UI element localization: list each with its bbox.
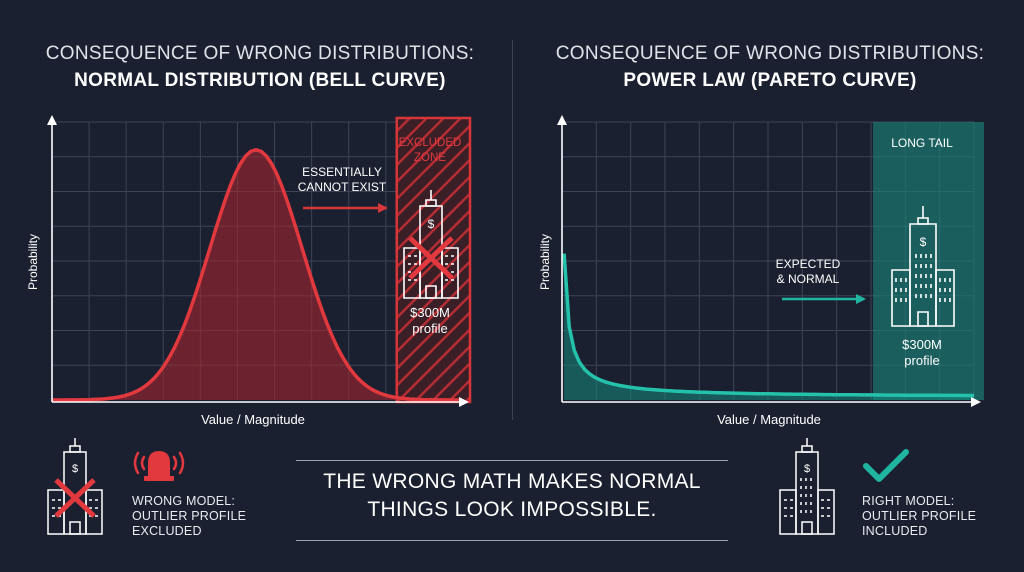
right-annotation-line1: EXPECTED	[776, 257, 841, 271]
wrong-model-line3: EXCLUDED	[132, 524, 202, 538]
building-crossed-icon: $	[47, 438, 103, 535]
panel-divider	[512, 40, 513, 420]
right-model-line1: RIGHT MODEL:	[862, 494, 955, 508]
left-annotation-line2: CANNOT EXIST	[298, 180, 387, 194]
included-building-icon: $	[891, 206, 955, 327]
bell-curve-area	[52, 149, 460, 400]
left-profile-line2: profile	[412, 321, 447, 336]
wrong-model-text: WRONG MODEL: OUTLIER PROFILE EXCLUDED	[132, 494, 246, 539]
left-x-label: Value / Magnitude	[201, 412, 305, 427]
right-profile-line1: $300M	[902, 337, 942, 352]
bell-curve-line	[52, 147, 460, 402]
message-top-rule	[296, 460, 728, 461]
zone-label-line1: EXCLUDED	[399, 137, 462, 149]
zone-label-line2: ZONE	[414, 152, 446, 164]
right-title-line2: POWER LAW (PARETO CURVE)	[623, 70, 917, 91]
long-tail-label: LONG TAIL	[891, 136, 953, 150]
right-model-line2: OUTLIER PROFILE	[862, 509, 977, 523]
long-tail-zone	[873, 122, 984, 400]
svg-text:$: $	[428, 217, 435, 231]
left-title-line2: NORMAL DISTRIBUTION (BELL CURVE)	[74, 70, 446, 91]
bell-curve-chart: Probability Value / Magnitude EXCLUDED Z…	[26, 115, 472, 427]
right-title-line1: CONSEQUENCE OF WRONG DISTRIBUTIONS:	[555, 43, 985, 64]
checkmark-icon	[863, 449, 909, 482]
power-law-line	[562, 253, 974, 398]
svg-text:$: $	[920, 235, 927, 249]
wrong-model-line1: WRONG MODEL:	[132, 494, 236, 508]
key-message: THE WRONG MATH MAKES NORMAL THINGS LOOK …	[296, 468, 728, 524]
alarm-icon	[133, 451, 185, 481]
left-profile-line1: $300M	[410, 305, 450, 320]
svg-text:$: $	[72, 463, 78, 475]
left-title-line1: CONSEQUENCE OF WRONG DISTRIBUTIONS:	[45, 43, 475, 64]
message-bottom-rule	[296, 540, 728, 541]
left-chart-title: CONSEQUENCE OF WRONG DISTRIBUTIONS: NORM…	[20, 40, 500, 94]
left-annotation-line1: ESSENTIALLY	[302, 165, 382, 179]
right-chart-title: CONSEQUENCE OF WRONG DISTRIBUTIONS: POWE…	[530, 40, 1010, 94]
power-law-area	[564, 253, 974, 400]
svg-text:$: $	[804, 463, 810, 475]
right-y-label: Probability	[538, 234, 552, 290]
building-icon: $	[779, 438, 835, 535]
right-x-label: Value / Magnitude	[717, 412, 821, 427]
right-annotation-line2: & NORMAL	[777, 272, 840, 286]
power-law-chart: Probability Value / Magnitude LONG TAIL …	[538, 115, 984, 427]
right-profile-line2: profile	[904, 353, 939, 368]
key-message-line2: THINGS LOOK IMPOSSIBLE.	[367, 498, 657, 521]
excluded-building-icon: $	[403, 190, 459, 299]
right-model-text: RIGHT MODEL: OUTLIER PROFILE INCLUDED	[862, 494, 976, 539]
left-y-label: Probability	[26, 234, 40, 290]
key-message-line1: THE WRONG MATH MAKES NORMAL	[323, 470, 701, 493]
wrong-model-line2: OUTLIER PROFILE	[132, 509, 247, 523]
right-model-line3: INCLUDED	[862, 524, 928, 538]
